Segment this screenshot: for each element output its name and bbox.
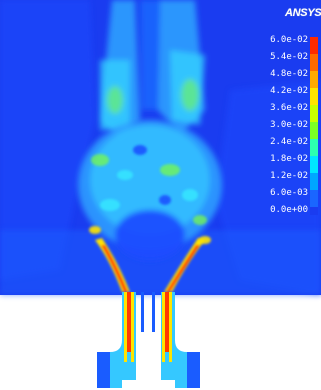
legend-tick: 0.0e+00 [270, 205, 308, 215]
legend-swatch [310, 139, 318, 156]
legend-swatch [310, 207, 318, 215]
legend-tick: 6.0e-02 [270, 35, 308, 45]
color-legend: 6.0e-02 5.4e-02 4.8e-02 4.2e-02 3.6e-02 … [258, 35, 318, 215]
low-region [0, 0, 95, 280]
legend-tick: 3.6e-02 [270, 103, 308, 113]
nozzle [97, 292, 200, 388]
legend-tick: 2.4e-02 [270, 137, 308, 147]
legend-swatch [310, 88, 318, 105]
hot-jets [95, 238, 205, 292]
legend-swatch [310, 54, 318, 71]
legend-swatch [310, 105, 318, 122]
legend-tick: 3.0e-02 [270, 120, 308, 130]
legend-swatch [310, 190, 318, 207]
legend-tick: 1.8e-02 [270, 154, 308, 164]
legend-swatch [310, 122, 318, 139]
ansys-logo: ANSYS [285, 7, 321, 19]
lower-band [0, 230, 321, 295]
legend-swatch [310, 37, 318, 54]
legend-swatch [310, 71, 318, 88]
legend-tick: 5.4e-02 [270, 52, 308, 62]
plume-bulb [78, 120, 222, 260]
legend-tick: 1.2e-02 [270, 171, 308, 181]
plume-upper [100, 0, 205, 140]
legend-tick: 4.2e-02 [270, 86, 308, 96]
legend-tick: 4.8e-02 [270, 69, 308, 79]
legend-tick: 6.0e-03 [270, 188, 308, 198]
legend-swatch [310, 173, 318, 190]
legend-swatch [310, 156, 318, 173]
